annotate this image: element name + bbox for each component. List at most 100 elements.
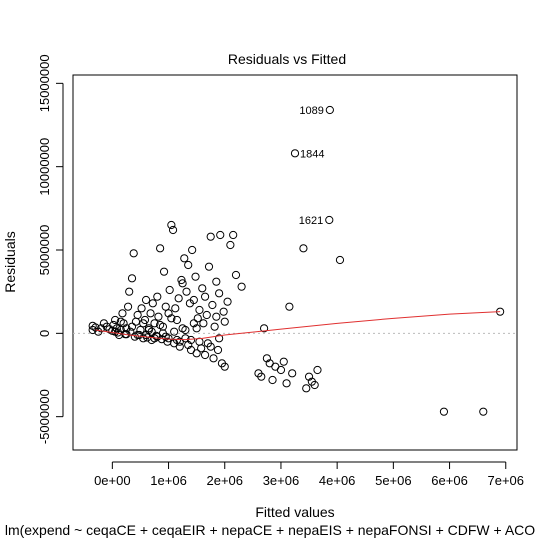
data-point [206, 232, 215, 241]
x-tick-label: 3e+06 [263, 473, 300, 488]
data-point [153, 292, 162, 301]
data-point [276, 365, 286, 375]
data-point [184, 340, 193, 350]
data-point [197, 344, 206, 353]
data-point [167, 220, 176, 230]
data-point [148, 299, 157, 308]
y-axis: -5000000 0 5000000 10000000 15000000 [37, 54, 64, 444]
data-point [181, 325, 190, 335]
data-point [136, 325, 145, 335]
data-point [189, 295, 198, 305]
data-point [439, 407, 449, 416]
data-point [223, 297, 232, 306]
point-labels: 1089 1844 1621 [299, 105, 325, 227]
x-axis: 0e+00 1e+06 2e+06 3e+06 4e+06 5e+06 6e+06 7e+06 [94, 461, 525, 488]
data-point [202, 310, 211, 320]
data-point [192, 349, 201, 358]
data-point [177, 275, 186, 285]
data-point [313, 365, 322, 375]
y-tick-label: 15000000 [37, 54, 52, 112]
data-point [208, 300, 217, 310]
data-point [154, 312, 163, 321]
data-point [198, 284, 207, 293]
data-point [479, 407, 488, 416]
point-label-1844: 1844 [300, 148, 324, 160]
data-point [127, 322, 137, 331]
x-tick-label: 5e+06 [375, 473, 412, 488]
data-point [193, 314, 202, 323]
data-point [159, 267, 169, 276]
data-point [335, 255, 345, 265]
x-tick-label: 6e+06 [431, 473, 468, 488]
point-label-1621: 1621 [299, 215, 323, 227]
data-point [164, 309, 173, 318]
data-point [288, 369, 297, 378]
data-points [88, 105, 505, 416]
data-point [279, 357, 288, 366]
y-tick-label: 0 [37, 330, 52, 337]
data-point [97, 324, 106, 333]
data-point [226, 240, 235, 250]
y-tick-label: 10000000 [37, 138, 52, 196]
data-point [215, 289, 224, 298]
y-axis-label: Residuals [2, 231, 18, 292]
data-point [188, 245, 197, 255]
data-point [216, 230, 225, 240]
data-point [302, 384, 311, 393]
data-point [111, 315, 120, 325]
x-tick-label: 4e+06 [319, 473, 356, 488]
y-tick-label: -5000000 [37, 389, 52, 444]
data-point [325, 215, 334, 225]
plot-frame [72, 74, 518, 451]
data-point [116, 317, 125, 326]
x-tick-label: 7e+06 [488, 473, 525, 488]
data-point [150, 319, 159, 328]
data-point [304, 372, 314, 381]
data-point [191, 272, 200, 281]
data-point [165, 285, 174, 295]
data-point [200, 292, 210, 301]
data-point [170, 327, 179, 336]
data-point [133, 330, 142, 340]
data-point [282, 379, 291, 388]
data-point [262, 354, 271, 363]
y-tick-label: 5000000 [37, 225, 52, 276]
data-point [129, 249, 138, 258]
data-point [147, 327, 156, 336]
data-point [206, 342, 215, 351]
data-point [213, 345, 223, 355]
data-point [118, 309, 127, 318]
data-point [268, 375, 277, 385]
data-point [259, 324, 269, 333]
data-point [172, 315, 182, 325]
data-point [237, 282, 246, 291]
data-point [158, 329, 168, 338]
data-point [156, 320, 165, 330]
data-point [175, 342, 184, 351]
data-point [131, 317, 141, 326]
data-point [174, 294, 183, 303]
data-point [325, 105, 334, 115]
data-point [175, 337, 184, 346]
data-point [195, 305, 204, 315]
data-point [123, 302, 133, 311]
data-point [133, 310, 142, 320]
x-tick-label: 0e+00 [94, 473, 131, 488]
data-point [212, 277, 221, 286]
data-point [168, 225, 178, 235]
data-point [156, 244, 165, 253]
data-point [219, 307, 228, 316]
data-point [257, 372, 266, 381]
smooth-curve [95, 311, 501, 341]
data-point [127, 274, 137, 283]
data-point [299, 244, 308, 253]
data-point [111, 327, 120, 336]
model-caption: lm(expend ~ ceqaCE + ceqaEIR + nepaCE + … [5, 522, 535, 538]
data-point [137, 304, 146, 313]
data-point [146, 309, 155, 318]
data-point [310, 380, 319, 390]
data-point [167, 314, 176, 323]
data-point [220, 362, 229, 371]
data-point [215, 334, 224, 343]
